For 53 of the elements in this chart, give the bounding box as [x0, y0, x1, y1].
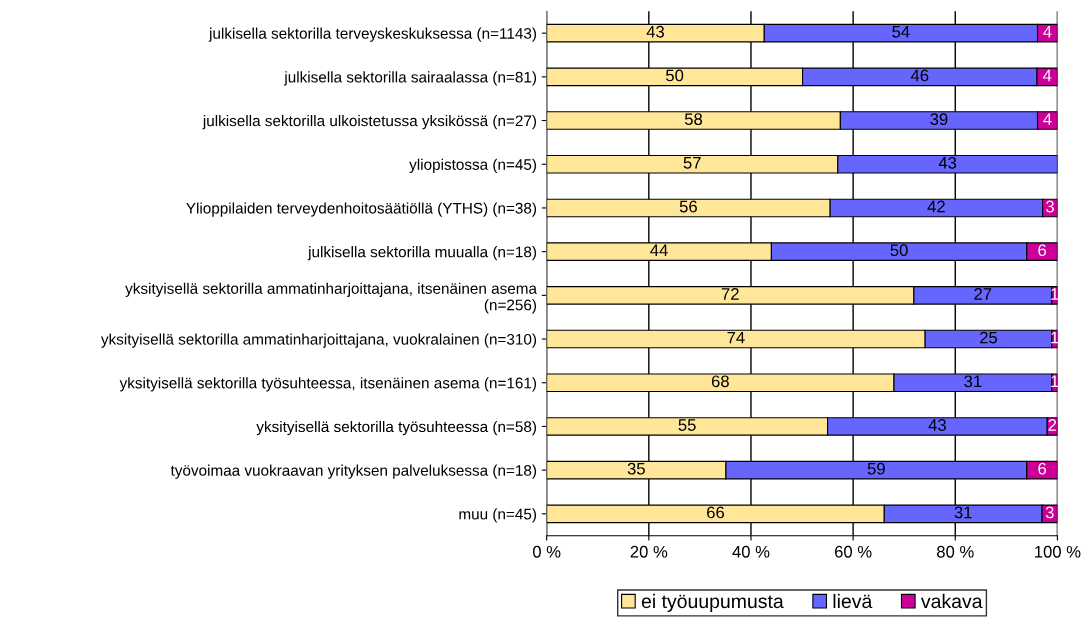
- data-label: 42: [927, 200, 945, 213]
- legend-label: vakava: [920, 593, 983, 609]
- data-label: 4: [1042, 69, 1052, 82]
- y-tick-label: Ylioppilaiden terveydenhoitosäätiöllä (YTHS) (n=38): [186, 202, 537, 217]
- data-label: 43: [938, 156, 957, 169]
- data-label: 31: [964, 375, 982, 388]
- data-label: 46: [910, 69, 929, 82]
- y-tick-label: julkisella sektorilla terveyskeskuksessa (n=1143): [208, 27, 537, 42]
- data-label: 35: [627, 462, 645, 475]
- data-label: 68: [711, 375, 729, 388]
- y-tick-label: julkisella sektorilla ulkoistetussa yksikössä (n=27): [202, 115, 537, 130]
- data-label: 50: [890, 244, 908, 257]
- data-label: 2: [1048, 419, 1057, 431]
- data-label: 3: [1046, 200, 1054, 213]
- data-label: 27: [974, 288, 992, 300]
- data-label: 54: [892, 26, 910, 38]
- data-label: 43: [646, 25, 664, 38]
- x-tick-label: 100 %: [1035, 545, 1081, 558]
- data-label: 59: [867, 462, 885, 475]
- data-label: 66: [707, 506, 725, 519]
- data-label: 57: [683, 157, 701, 169]
- y-tick-label: työvoimaa vuokraavan yrityksen palveluksessa (n=18): [170, 464, 537, 479]
- data-label: 58: [684, 113, 703, 126]
- x-tick-label: 60 %: [834, 545, 872, 558]
- legend-label: lievä: [833, 593, 873, 609]
- data-label: 6: [1038, 462, 1046, 475]
- x-tick-label: 80 %: [937, 545, 974, 558]
- legend-label: ei työuupumusta: [641, 593, 784, 612]
- x-tick-label: 0 %: [532, 545, 561, 558]
- data-label: 3: [1045, 506, 1054, 519]
- y-tick-label: julkisella sektorilla sairaalassa (n=81): [283, 71, 537, 86]
- y-tick-label: muu (n=45): [459, 508, 537, 523]
- data-label: 55: [678, 419, 696, 431]
- y-tick-label: yksityisellä sektorilla ammatinharjoittajana, vuokralainen (n=310): [100, 333, 537, 348]
- data-label: 56: [679, 200, 697, 213]
- data-label: 4: [1043, 26, 1052, 38]
- data-label: 31: [954, 506, 972, 519]
- y-tick-label: yksityisellä sektorilla ammatinharjoittajana, itsenäinen asema (n=256): [125, 282, 537, 314]
- data-label: 39: [930, 113, 948, 126]
- data-label: 74: [727, 331, 745, 344]
- data-label: 43: [928, 419, 946, 431]
- data-label: 50: [666, 69, 684, 82]
- x-tick-label: 20 %: [630, 545, 668, 558]
- y-tick-label: julkisella sektorilla muualla (n=18): [307, 246, 537, 261]
- x-tick-label: 40 %: [732, 545, 770, 558]
- data-label: 4: [1043, 113, 1052, 125]
- data-label: 72: [721, 288, 739, 300]
- data-label: 6: [1038, 244, 1046, 257]
- data-label: 44: [650, 244, 668, 256]
- data-label: 25: [980, 331, 998, 344]
- y-tick-label: yliopistossa (n=45): [409, 158, 537, 173]
- y-tick-label: yksityisellä sektorilla työsuhteessa, itsenäinen asema (n=161): [119, 377, 537, 392]
- y-tick-label: yksityisellä sektorilla työsuhteessa (n=58): [256, 420, 537, 436]
